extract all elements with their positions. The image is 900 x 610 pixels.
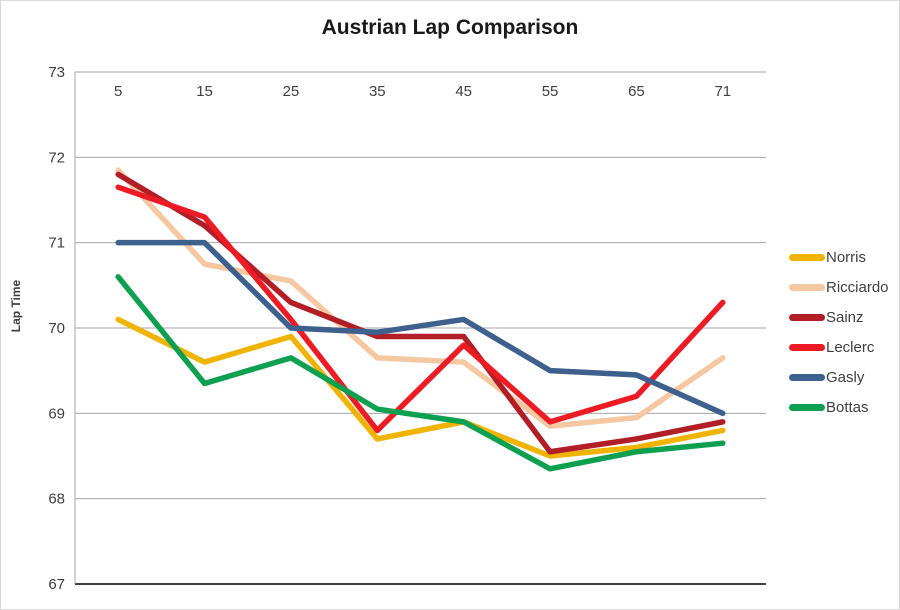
y-tick-label: 72 [48,149,65,166]
legend-label: Gasly [826,368,865,386]
legend-label: Norris [826,248,866,266]
series-line-norris [115,316,726,459]
legend-label: Leclerc [826,338,875,356]
y-tick-label: 67 [48,576,65,593]
x-tick-label: 15 [196,83,213,100]
legend-label: Ricciardo [826,278,889,296]
legend-item-leclerc: Leclerc [789,332,889,362]
legend-item-sainz: Sainz [789,302,889,332]
legend: Norris Ricciardo Sainz Leclerc Gasly Bottas [789,242,889,422]
legend-item-ricciardo: Ricciardo [789,272,889,302]
y-tick-label: 69 [48,405,65,422]
legend-label: Sainz [826,308,864,326]
legend-swatch-leclerc [789,343,825,351]
y-tick-label: 71 [48,235,65,252]
series-line-sainz [115,171,726,455]
legend-swatch-ricciardo [789,283,825,291]
legend-label: Bottas [826,398,869,416]
legend-swatch-gasly [789,373,825,381]
x-tick-label: 71 [714,83,731,100]
legend-item-bottas: Bottas [789,392,889,422]
series-line-gasly [115,239,726,417]
legend-item-norris: Norris [789,242,889,272]
x-tick-label: 55 [542,83,559,100]
legend-swatch-bottas [789,403,825,411]
x-tick-label: 45 [455,83,472,100]
chart-title: Austrian Lap Comparison [321,16,579,39]
series-line-ricciardo [115,167,726,429]
x-tick-label: 25 [283,83,300,100]
legend-item-gasly: Gasly [789,362,889,392]
series-line-leclerc [115,184,726,434]
x-tick-label: 65 [628,83,645,100]
x-tick-label: 35 [369,83,386,100]
y-tick-label: 68 [48,491,65,508]
legend-swatch-sainz [789,313,825,321]
legend-swatch-norris [789,253,825,261]
y-tick-label: 70 [48,320,65,337]
x-tick-label: 5 [114,83,122,100]
series-line-bottas [115,274,726,472]
y-tick-label: 73 [48,64,65,81]
